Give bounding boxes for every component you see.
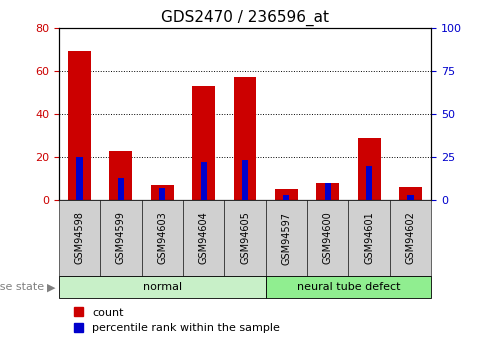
Bar: [283, 195, 290, 200]
Text: GSM94600: GSM94600: [323, 212, 333, 264]
Text: ▶: ▶: [47, 282, 56, 292]
Text: GSM94598: GSM94598: [74, 211, 84, 265]
Bar: [109, 150, 132, 200]
Bar: [151, 185, 173, 200]
Bar: [118, 178, 124, 200]
Text: GSM94603: GSM94603: [157, 212, 167, 264]
Text: GSM94604: GSM94604: [198, 212, 209, 264]
Text: GSM94602: GSM94602: [406, 211, 416, 265]
Bar: [399, 187, 422, 200]
Bar: [407, 195, 414, 200]
Text: GSM94605: GSM94605: [240, 211, 250, 265]
Text: GSM94601: GSM94601: [364, 212, 374, 264]
Text: neural tube defect: neural tube defect: [296, 282, 400, 292]
Bar: [358, 138, 381, 200]
Legend: count, percentile rank within the sample: count, percentile rank within the sample: [74, 307, 280, 333]
Text: GSM94597: GSM94597: [281, 211, 292, 265]
Bar: [68, 51, 91, 200]
Bar: [192, 86, 215, 200]
Text: disease state: disease state: [0, 282, 44, 292]
Bar: [325, 183, 331, 200]
Text: normal: normal: [143, 282, 182, 292]
Title: GDS2470 / 236596_at: GDS2470 / 236596_at: [161, 10, 329, 26]
Text: GSM94599: GSM94599: [116, 211, 126, 265]
Bar: [234, 77, 256, 200]
Bar: [200, 162, 207, 200]
Bar: [317, 183, 339, 200]
Bar: [275, 189, 298, 200]
Bar: [242, 160, 248, 200]
Bar: [366, 166, 372, 200]
Bar: [159, 188, 165, 200]
Bar: [76, 157, 83, 200]
